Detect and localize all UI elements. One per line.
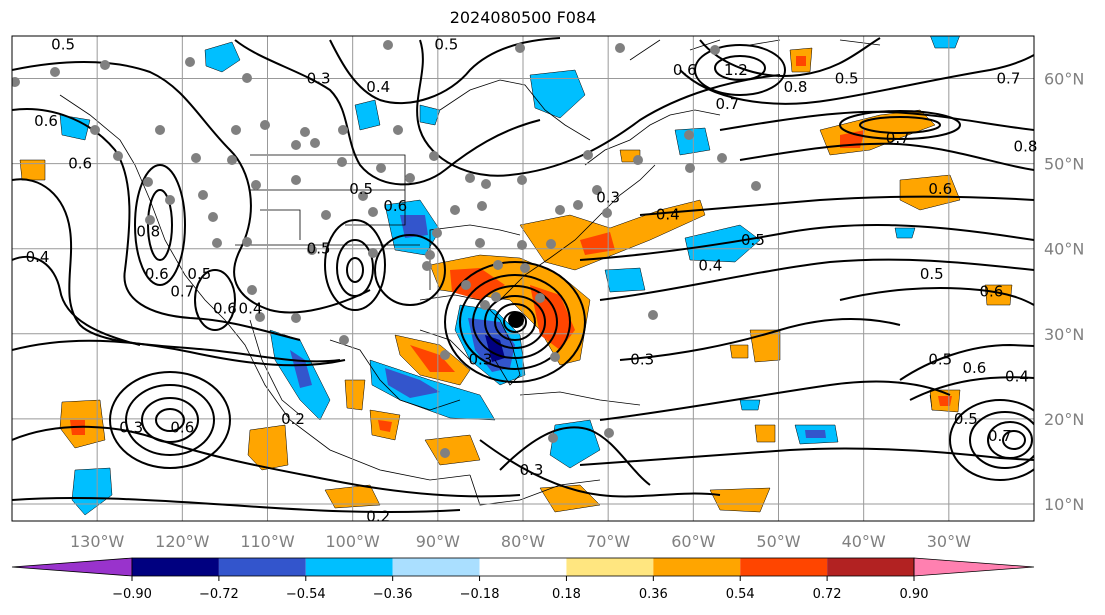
station-dots xyxy=(12,40,761,458)
colorbar-tick-label-2: −0.54 xyxy=(286,587,326,602)
contour-layer xyxy=(12,37,1034,514)
contour-label-37: 0.6 xyxy=(170,418,194,436)
contour-label-13: 0.6 xyxy=(68,155,92,173)
colorbar-tick-label-3: −0.36 xyxy=(373,587,413,602)
lon-tick-label-5: 80°W xyxy=(501,532,545,551)
contour-label-28: 0.5 xyxy=(307,240,331,258)
contour-label-25: 0.5 xyxy=(187,265,211,283)
contour-label-30: 0.6 xyxy=(979,282,1003,300)
contour-label-31: 0.3 xyxy=(468,350,492,368)
contour-label-26: 0.4 xyxy=(239,299,263,317)
contour-label-41: 0.3 xyxy=(520,461,544,479)
contour-label-34: 0.6 xyxy=(962,359,986,377)
storm-center-marker xyxy=(508,312,524,328)
contour-label-17: 0.5 xyxy=(741,231,765,249)
lat-tick-label-1: 50°N xyxy=(1044,155,1084,174)
colorbar-tick-label-4: −0.18 xyxy=(460,587,500,602)
lon-tick-label-10: 30°W xyxy=(927,532,971,551)
contour-label-23: 0.6 xyxy=(145,265,169,283)
colorbar-tick-label-8: 0.72 xyxy=(813,587,842,602)
colorbar-tick-label-6: 0.36 xyxy=(639,587,668,602)
lon-tick-label-7: 60°W xyxy=(671,532,715,551)
contour-label-7: 0.5 xyxy=(835,70,859,88)
contour-label-5: 1.2 xyxy=(724,61,748,79)
lon-tick-label-2: 110°W xyxy=(240,532,295,551)
anomaly-fill-layer xyxy=(19,36,1013,516)
colorbar-outline xyxy=(131,557,915,577)
contour-label-29: 0.5 xyxy=(920,265,944,283)
contour-label-35: 0.4 xyxy=(1005,367,1029,385)
contour-label-38: 0.2 xyxy=(281,410,305,428)
colorbar-segment-2 xyxy=(218,558,306,576)
contour-label-10: 0.7 xyxy=(886,129,910,147)
lon-tick-label-3: 100°W xyxy=(325,532,380,551)
contour-label-32: 0.3 xyxy=(630,350,654,368)
lat-tick-label-2: 40°N xyxy=(1044,240,1084,259)
map-axes: 130°W 120°W 110°W 100°W 90°W 80°W 70°W 60°W 50°W… xyxy=(70,70,1084,551)
contour-label-12: 0.6 xyxy=(34,112,58,130)
contour-label-14: 0.6 xyxy=(928,180,952,198)
colorbar-tick-label-7: 0.54 xyxy=(726,587,755,602)
contour-label-16: 0.5 xyxy=(349,180,373,198)
contour-label-33: 0.5 xyxy=(928,350,952,368)
colorbar-segment-6 xyxy=(566,558,654,576)
contour-label-27: 0.6 xyxy=(213,299,237,317)
colorbar-segment-4 xyxy=(392,558,480,576)
lat-tick-label-3: 30°N xyxy=(1044,325,1084,344)
contour-label-15: 0.6 xyxy=(383,197,407,215)
contour-label-39: 0.5 xyxy=(954,410,978,428)
colorbar-extend-high xyxy=(913,557,1035,577)
contour-label-6: 0.8 xyxy=(784,78,808,96)
colorbar-segment-1 xyxy=(132,558,219,576)
contour-label-2: 0.4 xyxy=(366,78,390,96)
contour-label-36: 0.3 xyxy=(119,418,143,436)
colorbar-tick-label-9: 0.90 xyxy=(900,587,929,602)
contour-label-11: 0.8 xyxy=(1014,138,1038,156)
map-frame xyxy=(11,35,1035,522)
map-title: 2024080500 F084 xyxy=(449,8,597,27)
lon-tick-label-9: 40°W xyxy=(842,532,886,551)
colorbar-segment-3 xyxy=(305,558,393,576)
lon-tick-label-1: 120°W xyxy=(155,532,210,551)
contour-label-9: 0.7 xyxy=(997,70,1021,88)
contour-label-40: 0.7 xyxy=(988,427,1012,445)
contour-labels: 0.50.3 0.40.50.6 1.20.8 0.50.70.70.7 0.80.60… xyxy=(26,36,1038,526)
colorbar-tick-label-0: −0.90 xyxy=(112,587,152,602)
colorbar-tick-label-5: 0.18 xyxy=(552,587,581,602)
lat-tick-label-5: 10°N xyxy=(1044,495,1084,514)
contour-label-0: 0.5 xyxy=(51,36,75,54)
contour-label-22: 0.8 xyxy=(136,223,160,241)
grid-layer xyxy=(12,36,1034,521)
colorbar-tick-label-1: −0.72 xyxy=(199,587,239,602)
contour-label-18: 0.4 xyxy=(656,206,680,224)
contour-label-4: 0.6 xyxy=(673,61,697,79)
contour-label-24: 0.7 xyxy=(170,282,194,300)
contour-label-3: 0.5 xyxy=(434,36,458,54)
colorbar-segment-8 xyxy=(740,558,828,576)
colorbar-segment-9 xyxy=(827,558,914,576)
lon-tick-label-4: 90°W xyxy=(416,532,460,551)
contour-label-1: 0.3 xyxy=(307,70,331,88)
lon-tick-label-6: 70°W xyxy=(586,532,630,551)
colorbar-segment-7 xyxy=(653,558,741,576)
coastline-layer xyxy=(59,39,881,506)
contour-label-20: 0.4 xyxy=(698,257,722,275)
lon-tick-label-8: 50°W xyxy=(756,532,800,551)
colorbar-segment-5 xyxy=(479,558,567,576)
lat-tick-label-0: 60°N xyxy=(1044,70,1084,89)
contour-label-8: 0.7 xyxy=(715,95,739,113)
lon-tick-label-0: 130°W xyxy=(70,532,125,551)
contour-label-19: 0.3 xyxy=(596,189,620,207)
colorbar: −0.90 −0.72 −0.54 −0.36 −0.18 0.18 0.36 0.54 0.7… xyxy=(11,557,1035,602)
contour-label-42: 0.2 xyxy=(366,508,390,526)
lat-tick-label-4: 20°N xyxy=(1044,410,1084,429)
colorbar-extend-low xyxy=(11,557,133,577)
contour-label-21: 0.4 xyxy=(26,248,50,266)
